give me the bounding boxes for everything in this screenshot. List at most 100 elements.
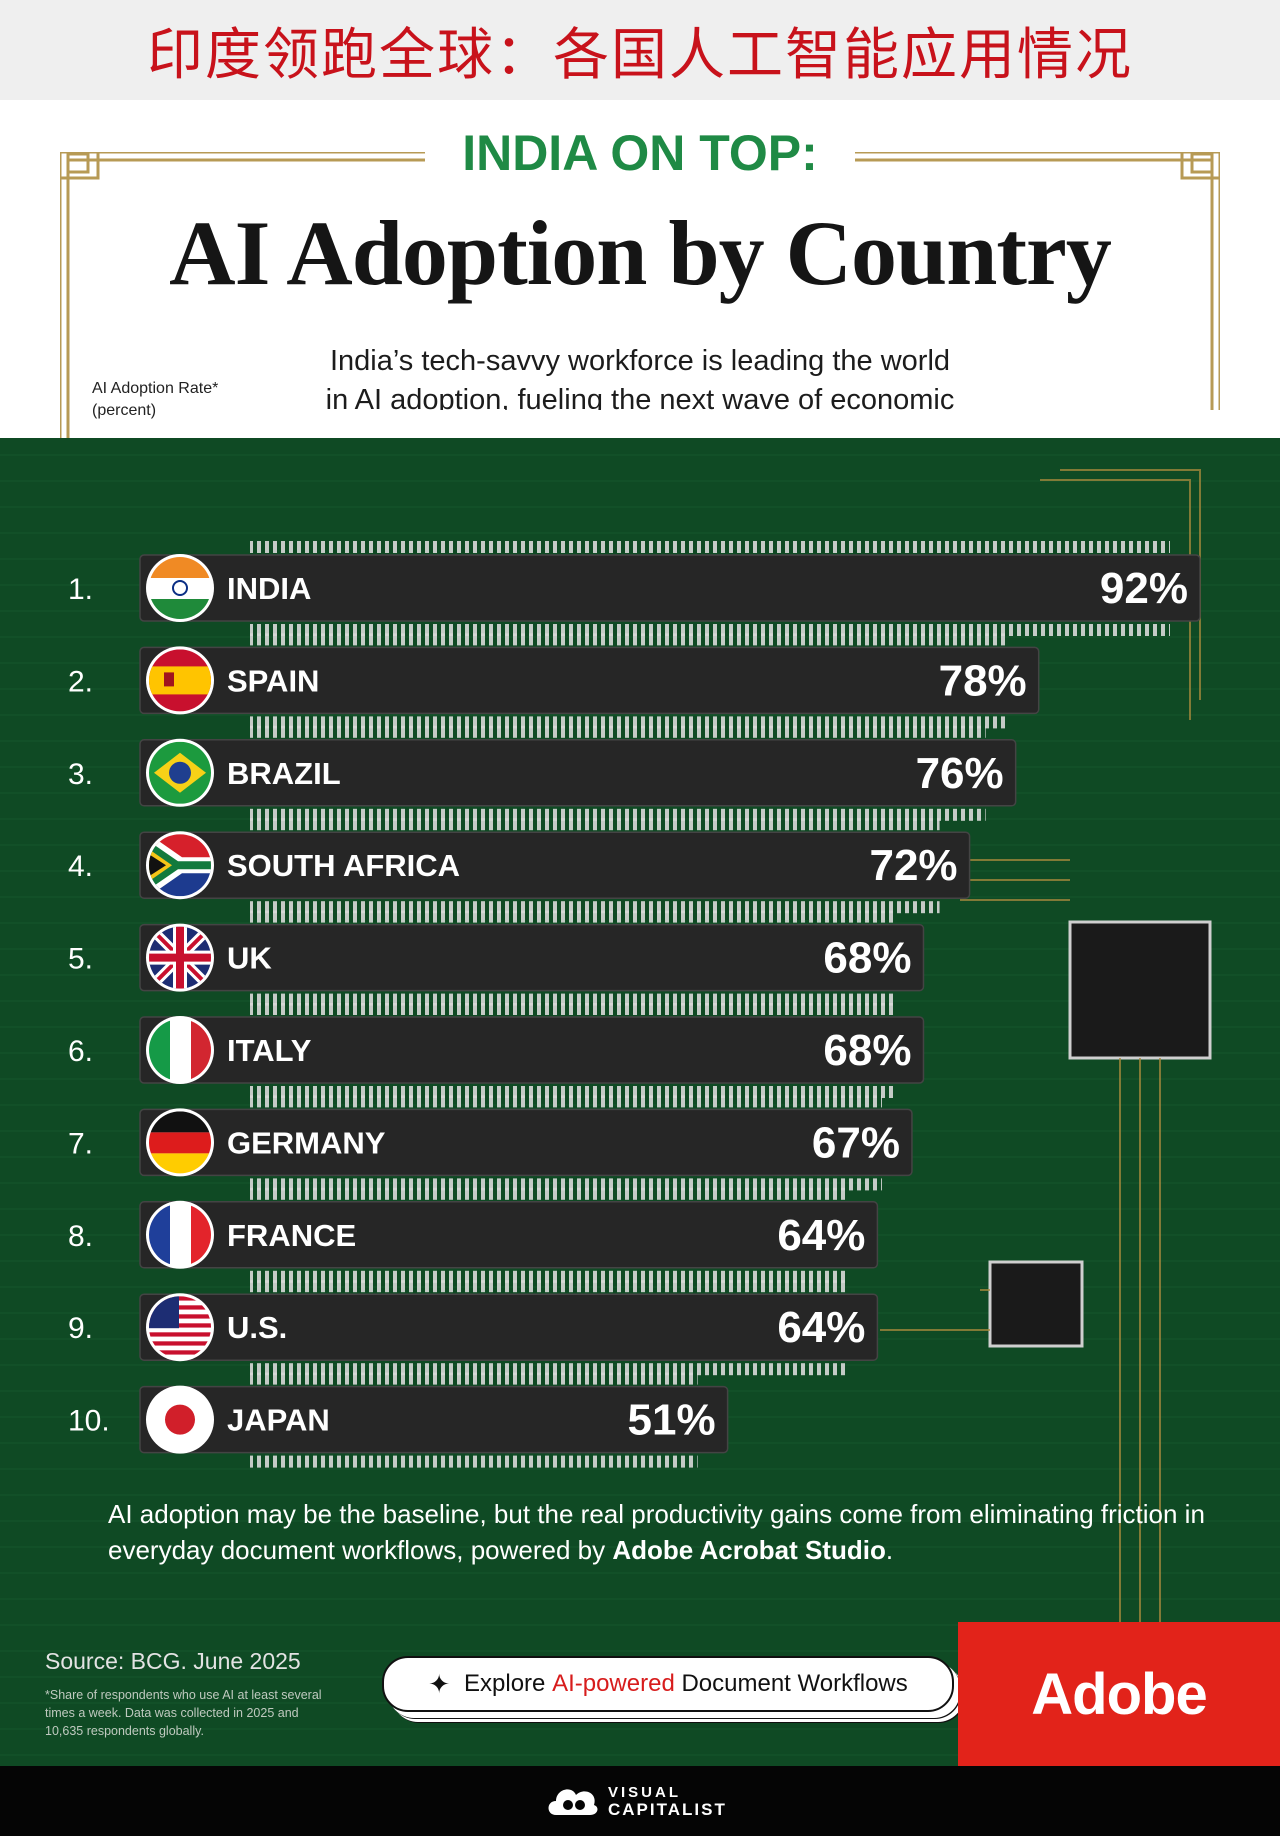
uk-flag-icon [146,923,214,992]
axis-label-line2: (percent) [92,402,157,419]
rank-label: 3. [68,758,93,791]
ornamental-frame [60,152,1220,452]
chart-row: 2. SPAIN 78% [68,633,1040,729]
pin-strip [250,725,986,738]
rank-label: 10. [68,1405,110,1438]
pin-strip [250,1095,882,1108]
japan-flag-icon [146,1385,214,1454]
note-text: AI adoption may be the baseline, but the… [108,1499,1205,1565]
country-label: ITALY [227,1033,312,1068]
value-label: 67% [812,1118,900,1167]
bar-japan [139,1385,729,1454]
country-label: U.S. [227,1310,287,1345]
footnote: *Share of respondents who use AI at leas… [45,1688,322,1738]
rank-label: 8. [68,1220,93,1253]
bar-brazil [139,739,1017,807]
spain-flag-icon [146,646,214,715]
vc-line2: CAPITALIST [608,1800,727,1819]
rank-label: 5. [68,943,93,976]
us-flag-icon [146,1293,214,1362]
adobe-logo-text: Adobe [1031,1661,1207,1727]
bar-germany [139,1108,913,1177]
pin-strip [250,901,940,914]
india-flag-icon [146,554,214,622]
main-title: AI Adoption by Country [169,202,1112,304]
value-label: 92% [1100,564,1188,613]
country-label: FRANCE [227,1218,356,1253]
chart-row: 9. U.S. 64% [68,1280,879,1376]
bar-south-africa [139,831,971,899]
rank-label: 4. [68,850,93,883]
value-label: 76% [916,749,1004,798]
chart-row: 3. BRAZIL 76% [68,725,1017,821]
country-label: JAPAN [227,1403,330,1438]
explore-workflows-button[interactable]: ✦ Explore AI-powered Document Workflows [382,1656,954,1712]
publisher-bar [0,1766,1280,1836]
rank-label: 7. [68,1127,93,1160]
value-label: 78% [939,656,1027,705]
value-label: 64% [777,1211,865,1260]
pin-strip [250,1187,848,1200]
chart-row: 4. SOUTH AFRICA 72% [68,818,971,914]
bar-uk [139,923,925,992]
adobe-logo[interactable]: Adobe [958,1622,1280,1766]
country-label: SOUTH AFRICA [227,848,460,883]
country-label: BRAZIL [227,756,341,791]
header-panel [0,100,1280,440]
axis-label: AI Adoption Rate* (percent) [92,378,218,422]
cta-highlight: AI-powered [552,1670,675,1697]
visual-capitalist-logo[interactable]: VISUAL CAPITALIST [546,1781,727,1821]
value-label: 72% [869,841,957,890]
italy-flag-icon [146,1016,214,1084]
chart-row: 6. ITALY 68% [68,1003,925,1098]
country-label: UK [227,941,272,976]
small-chip-icon [988,1260,1084,1348]
bar-u-s- [139,1293,879,1361]
country-label: INDIA [227,571,311,606]
bar-france [139,1201,879,1269]
chart-row: 1. INDIA 92% [68,541,1201,636]
pin-strip [250,808,986,821]
pin-strip [250,818,940,831]
vc-line1: VISUAL [608,1784,682,1801]
vc-cloud-icon [548,1789,598,1815]
chart-row: 10. JAPAN 51% [68,1372,729,1468]
pin-strip [250,624,1170,636]
country-label: SPAIN [227,663,319,698]
pin-strip [250,541,1170,553]
rank-label: 9. [68,1312,93,1345]
pin-strip [250,1372,698,1385]
france-flag-icon [146,1200,214,1269]
rank-label: 6. [68,1035,93,1068]
note-end: . [885,1535,894,1565]
cta-post: Document Workflows [681,1670,908,1697]
pin-strip [250,1363,848,1376]
value-label: 51% [628,1396,716,1445]
cta-pre: Explore [464,1670,546,1697]
note-brand: Adobe Acrobat Studio [612,1535,886,1565]
chart-row: 8. FRANCE 64% [68,1187,879,1283]
germany-flag-icon [146,1108,214,1177]
axis-label-line1: AI Adoption Rate* [92,380,219,397]
kicker-title: INDIA ON TOP: [462,125,818,181]
rank-label: 1. [68,573,93,606]
brazil-flag-icon [146,738,214,807]
country-label: GERMANY [227,1125,386,1160]
rank-label: 2. [68,665,93,698]
pin-strip [250,993,894,1006]
bar-italy [139,1016,925,1084]
chart-row: 5. UK 68% [68,910,925,1006]
value-label: 68% [823,934,911,983]
south-africa-flag-icon [146,831,214,900]
pin-strip [250,1455,698,1468]
bar-chart: 1. INDIA 92% 2. SPAIN 78% 3. BRAZIL 76% 4. SOUTH A… [0,438,1280,1766]
chinese-title: 印度领跑全球：各国人工智能应用情况 [147,22,1133,88]
pin-strip [250,1270,848,1283]
sparkle-icon: ✦ [428,1668,451,1699]
chinese-title-banner: 印度领跑全球：各国人工智能应用情况 [0,0,1280,100]
source-line: Source: BCG. June 2025 [45,1648,301,1674]
pin-strip [250,910,894,923]
pin-strip [250,1178,882,1191]
bar-spain [139,646,1040,715]
closing-note: AI adoption may be the baseline, but the… [108,1496,1228,1568]
